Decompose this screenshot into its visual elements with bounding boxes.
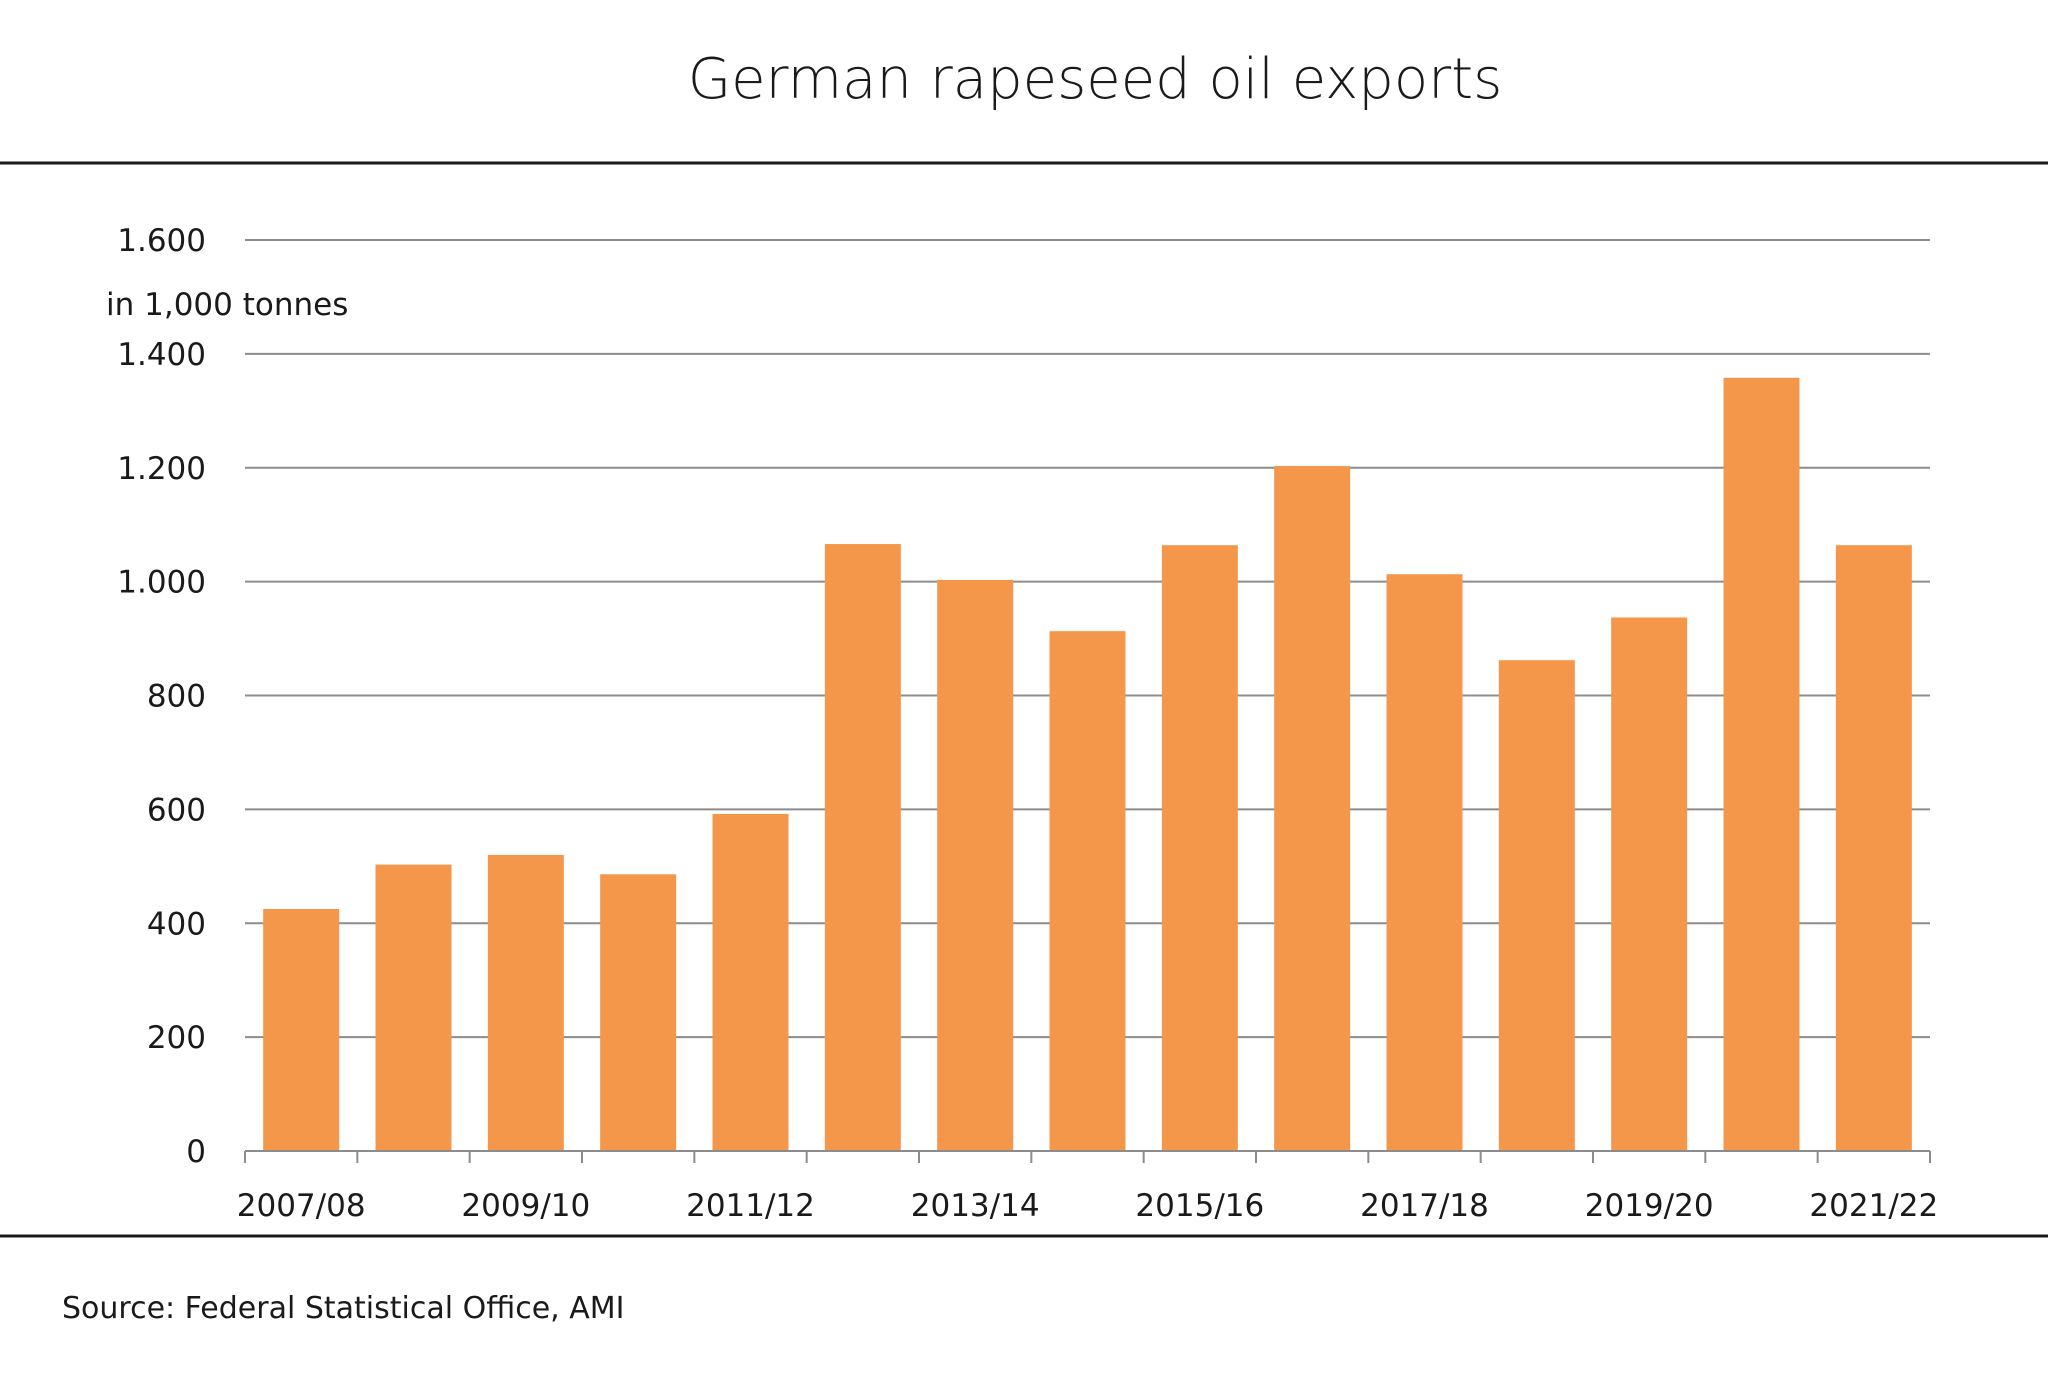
bar-2019-20 bbox=[1611, 617, 1688, 1151]
y-tick-label: 200 bbox=[147, 1020, 206, 1056]
y-tick-label: 0 bbox=[186, 1134, 206, 1170]
bar-2014-15 bbox=[1049, 631, 1126, 1151]
bars bbox=[263, 377, 1912, 1151]
x-tick-label: 2021/22 bbox=[1809, 1188, 1938, 1224]
bar-2016-17 bbox=[1274, 466, 1351, 1151]
source-note: Source: Federal Statistical Office, AMI bbox=[62, 1291, 625, 1326]
bar-2013-14 bbox=[937, 579, 1014, 1151]
y-tick-label: 600 bbox=[147, 792, 206, 828]
bar-2021-22 bbox=[1835, 545, 1912, 1151]
bar-2015-16 bbox=[1161, 545, 1238, 1151]
bar-2007-08 bbox=[263, 909, 340, 1151]
x-tick-label: 2019/20 bbox=[1585, 1188, 1714, 1224]
y-tick-label: 800 bbox=[147, 679, 206, 715]
bar-2017-18 bbox=[1386, 574, 1463, 1151]
bar-2011-12 bbox=[712, 813, 789, 1151]
y-axis-tick-labels: 0 200 400 600 800 1.000 1.200 1.400 1.600 bbox=[117, 223, 206, 1170]
bar-2018-19 bbox=[1498, 660, 1575, 1151]
y-tick-label: 1.000 bbox=[117, 565, 206, 601]
x-tick-label: 2013/14 bbox=[911, 1188, 1040, 1224]
x-axis: 2007/08 2009/10 2011/12 2013/14 2015/16 2017/… bbox=[237, 1150, 1938, 1224]
x-tick-label: 2015/16 bbox=[1135, 1188, 1264, 1224]
bar-2012-13 bbox=[824, 544, 901, 1151]
y-tick-label: 1.200 bbox=[117, 451, 206, 487]
y-axis-unit-label: in 1,000 tonnes bbox=[106, 287, 348, 323]
y-tick-label: 400 bbox=[147, 906, 206, 942]
bar-2010-11 bbox=[600, 874, 677, 1151]
y-tick-label: 1.400 bbox=[117, 337, 206, 373]
x-tick-label: 2011/12 bbox=[686, 1188, 815, 1224]
x-tick-label: 2009/10 bbox=[461, 1188, 590, 1224]
bar-2009-10 bbox=[487, 854, 564, 1151]
bar-2020-21 bbox=[1723, 377, 1800, 1151]
y-tick-label: 1.600 bbox=[117, 223, 206, 259]
chart-title: German rapeseed oil exports bbox=[688, 47, 1503, 112]
x-tick-label: 2017/18 bbox=[1360, 1188, 1489, 1224]
bar-2008-09 bbox=[375, 864, 452, 1151]
x-tick-label: 2007/08 bbox=[237, 1188, 366, 1224]
